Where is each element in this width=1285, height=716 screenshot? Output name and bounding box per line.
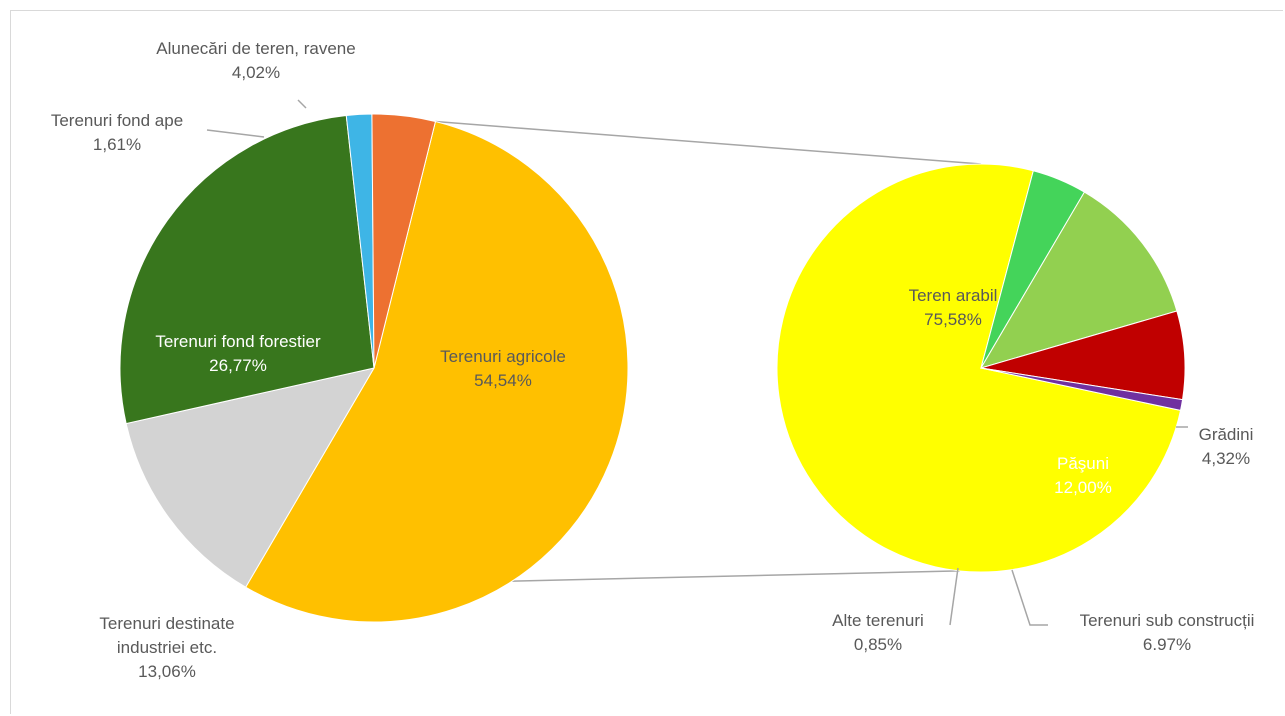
leader-fond-ape (206, 129, 265, 138)
main-label-terenuri-destinate-industriei-etc: Terenuri destinate industriei etc. 13,06% (99, 614, 234, 681)
main-label-value-terenuri-fond-ape: 1,61% (93, 135, 141, 154)
sub-label-value-pasuni: 12,00% (1054, 478, 1112, 497)
main-slice-terenuri-fond-forestier (119, 114, 375, 425)
sub-slice-teren-arabil (776, 163, 1182, 573)
main-label-terenuri-agricole: Terenuri agricole 54,54% (440, 347, 566, 390)
main-label-value-alunecari-de-teren-ravene: 4,02% (232, 63, 280, 82)
sub-label-alte-terenuri: Alte terenuri 0,85% (832, 611, 924, 654)
main-pie (119, 113, 629, 623)
sub-label-value-teren-arabil: 75,58% (924, 310, 982, 329)
main-label-name-terenuri-fond-forestier: Terenuri fond forestier (155, 332, 321, 351)
sub-slice-alte-terenuri (980, 367, 1184, 412)
main-slice-alunecari-de-teren-ravene (371, 113, 437, 369)
main-label-name-terenuri-destinate-industriei-etc-2: industriei etc. (117, 638, 217, 657)
data-labels: Terenuri agricole 54,54% Terenuri destinat… (51, 39, 1255, 681)
main-label-alunecari-de-teren-ravene: Alunecări de teren, ravene 4,02% (156, 39, 355, 82)
sub-label-name-gradini: Grădini (1199, 425, 1254, 444)
leader-alunecari (297, 99, 307, 109)
sub-slice-pasuni (979, 191, 1178, 369)
chart-frame (10, 10, 1283, 714)
sub-label-value-gradini: 4,32% (1202, 449, 1250, 468)
main-label-name-terenuri-agricole: Terenuri agricole (440, 347, 566, 366)
sub-label-value-alte-terenuri: 0,85% (854, 635, 902, 654)
leader-lines (206, 99, 1188, 626)
sub-label-teren-arabil: Teren arabil 75,58% (909, 286, 998, 329)
main-label-name-terenuri-fond-ape: Terenuri fond ape (51, 111, 183, 130)
main-label-value-terenuri-agricole: 54,54% (474, 371, 532, 390)
main-slice-terenuri-destinate-industriei-etc (125, 367, 376, 588)
leader-alte-terenuri (949, 567, 959, 626)
leader-sub-constructii (1011, 569, 1048, 626)
main-label-name-alunecari-de-teren-ravene: Alunecări de teren, ravene (156, 39, 355, 58)
main-label-name-terenuri-destinate-industriei-etc-1: Terenuri destinate (99, 614, 234, 633)
sub-label-name-pasuni: Păşuni (1057, 454, 1109, 473)
sub-label-terenuri-sub-constructii: Terenuri sub construcții 6.97% (1080, 611, 1255, 654)
sub-label-name-teren-arabil: Teren arabil (909, 286, 998, 305)
connector-line-top (435, 120, 982, 165)
sub-pie (776, 163, 1186, 573)
main-label-value-terenuri-destinate-industriei-etc: 13,06% (138, 662, 196, 681)
sub-label-gradini: Grădini 4,32% (1199, 425, 1254, 468)
main-label-terenuri-fond-ape: Terenuri fond ape 1,61% (51, 111, 183, 154)
sub-label-name-alte-terenuri: Alte terenuri (832, 611, 924, 630)
sub-label-pasuni: Păşuni 12,00% (1054, 454, 1112, 497)
sub-label-value-terenuri-sub-constructii: 6.97% (1143, 635, 1191, 654)
sub-label-name-terenuri-sub-constructii: Terenuri sub construcții (1080, 611, 1255, 630)
main-label-terenuri-fond-forestier: Terenuri fond forestier 26,77% (155, 332, 321, 375)
main-slice-terenuri-agricole (244, 120, 629, 623)
main-label-value-terenuri-fond-forestier: 26,77% (209, 356, 267, 375)
